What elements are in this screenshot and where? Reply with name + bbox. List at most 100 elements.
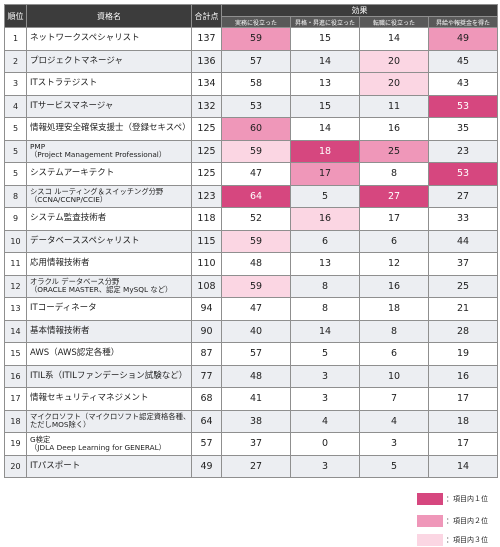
raise-value-cell: 49 (428, 27, 498, 51)
raise-value-cell: 27 (428, 184, 498, 208)
total-score-cell: 134 (191, 72, 222, 96)
legend-label-second: ：項目内２位 (446, 517, 488, 525)
raise-value-cell: 35 (428, 117, 498, 141)
promotion-value-cell: 18 (290, 139, 360, 163)
raise-value-cell: 44 (428, 229, 498, 253)
total-score-cell: 125 (191, 162, 222, 186)
practical-value-cell: 47 (221, 297, 291, 321)
promotion-value-cell: 15 (290, 27, 360, 51)
practical-value-cell: 48 (221, 364, 291, 388)
rank-cell: 18 (4, 409, 27, 433)
job-change-value-cell: 4 (359, 409, 429, 433)
raise-value-cell: 14 (428, 454, 498, 478)
job-change-value-cell: 8 (359, 162, 429, 186)
promotion-value-cell: 3 (290, 364, 360, 388)
job-change-value-cell: 16 (359, 117, 429, 141)
job-change-value-cell: 20 (359, 72, 429, 96)
raise-value-cell: 18 (428, 409, 498, 433)
promotion-value-cell: 8 (290, 297, 360, 321)
job-change-value-cell: 11 (359, 94, 429, 118)
table-row: 5 情報処理安全確保支援士（登録セキスペ） 125 60 14 16 35 (4, 117, 498, 141)
job-change-value-cell: 20 (359, 49, 429, 73)
promotion-value-cell: 14 (290, 319, 360, 343)
qualification-name-cell: データベーススペシャリスト (26, 229, 192, 253)
table-row: 18 マイクロソフト（マイクロソフト認定資格各種、 ただしMOS除く） 64 38 4 4… (4, 409, 498, 433)
total-score-cell: 125 (191, 139, 222, 163)
job-change-value-cell: 7 (359, 387, 429, 411)
qualification-name-cell: システムアーキテクト (26, 162, 192, 186)
total-score-cell: 77 (191, 364, 222, 388)
promotion-value-cell: 0 (290, 432, 360, 456)
table-row: 15 AWS（AWS認定各種） 87 57 5 6 19 (4, 342, 498, 366)
table-body: 1 ネットワークスペシャリスト 137 59 15 14 49 2 プロジェクトマネージャ 136… (4, 27, 498, 478)
header-total: 合計点 (191, 4, 222, 28)
table-row: 12 オラクル データベース分野 （ORACLE MASTER、認定 MySQL … (4, 274, 498, 298)
rank-cell: 5 (4, 139, 27, 163)
table-row: 17 情報セキュリティマネジメント 68 41 3 7 17 (4, 387, 498, 411)
qualification-name-cell: ITサービスマネージャ (26, 94, 192, 118)
header-practical: 実務に役立った (221, 16, 291, 28)
table-row: 19 G検定 （JDLA Deep Learning for GENERAL） 57… (4, 432, 498, 456)
qualification-name-cell: 情報セキュリティマネジメント (26, 387, 192, 411)
qualification-name-cell: システム監査技術者 (26, 207, 192, 231)
total-score-cell: 90 (191, 319, 222, 343)
table-row: 4 ITサービスマネージャ 132 53 15 11 53 (4, 94, 498, 118)
qualification-name-cell: プロジェクトマネージャ (26, 49, 192, 73)
total-score-cell: 125 (191, 117, 222, 141)
total-score-cell: 132 (191, 94, 222, 118)
rank-cell: 2 (4, 49, 27, 73)
promotion-value-cell: 4 (290, 409, 360, 433)
promotion-value-cell: 16 (290, 207, 360, 231)
job-change-value-cell: 3 (359, 432, 429, 456)
job-change-value-cell: 16 (359, 274, 429, 298)
job-change-value-cell: 10 (359, 364, 429, 388)
qualification-name-cell: ITストラテジスト (26, 72, 192, 96)
job-change-value-cell: 27 (359, 184, 429, 208)
raise-value-cell: 37 (428, 252, 498, 276)
promotion-value-cell: 13 (290, 72, 360, 96)
rank-cell: 15 (4, 342, 27, 366)
header-raise: 昇給や報奨金を得た (428, 16, 498, 28)
job-change-value-cell: 14 (359, 27, 429, 51)
table-row: 13 ITコーディネータ 94 47 8 18 21 (4, 297, 498, 321)
promotion-value-cell: 8 (290, 274, 360, 298)
rank-cell: 13 (4, 297, 27, 321)
qualification-ranking-table: 順位 資格名 合計点 効果 実務に役立った 昇格・昇進に役立った 転職に役立った… (4, 4, 498, 478)
raise-value-cell: 25 (428, 274, 498, 298)
rank-cell: 5 (4, 117, 27, 141)
raise-value-cell: 28 (428, 319, 498, 343)
rank-cell: 9 (4, 207, 27, 231)
practical-value-cell: 48 (221, 252, 291, 276)
table-row: 11 応用情報技術者 110 48 13 12 37 (4, 252, 498, 276)
table-row: 5 システムアーキテクト 125 47 17 8 53 (4, 162, 498, 186)
total-score-cell: 64 (191, 409, 222, 433)
qualification-name-cell: ITコーディネータ (26, 297, 192, 321)
raise-value-cell: 17 (428, 387, 498, 411)
table-row: 1 ネットワークスペシャリスト 137 59 15 14 49 (4, 27, 498, 51)
table-row: 3 ITストラテジスト 134 58 13 20 43 (4, 72, 498, 96)
qualification-name-cell: G検定 （JDLA Deep Learning for GENERAL） (26, 432, 192, 456)
qualification-name-cell: マイクロソフト（マイクロソフト認定資格各種、 ただしMOS除く） (26, 409, 192, 433)
table-row: 20 ITパスポート 49 27 3 5 14 (4, 454, 498, 478)
total-score-cell: 108 (191, 274, 222, 298)
rank-cell: 1 (4, 27, 27, 51)
rank-cell: 20 (4, 454, 27, 478)
raise-value-cell: 45 (428, 49, 498, 73)
rank-cell: 12 (4, 274, 27, 298)
raise-value-cell: 33 (428, 207, 498, 231)
legend-swatch-third (417, 534, 443, 546)
practical-value-cell: 64 (221, 184, 291, 208)
raise-value-cell: 21 (428, 297, 498, 321)
total-score-cell: 110 (191, 252, 222, 276)
practical-value-cell: 41 (221, 387, 291, 411)
rank-cell: 17 (4, 387, 27, 411)
raise-value-cell: 16 (428, 364, 498, 388)
rank-cell: 4 (4, 94, 27, 118)
practical-value-cell: 59 (221, 139, 291, 163)
total-score-cell: 137 (191, 27, 222, 51)
table-row: 14 基本情報技術者 90 40 14 8 28 (4, 319, 498, 343)
job-change-value-cell: 12 (359, 252, 429, 276)
qualification-name-cell: シスコ ルーティング＆スイッチング分野 （CCNA/CCNP/CCIE） (26, 184, 192, 208)
header-promotion: 昇格・昇進に役立った (290, 16, 360, 28)
practical-value-cell: 38 (221, 409, 291, 433)
